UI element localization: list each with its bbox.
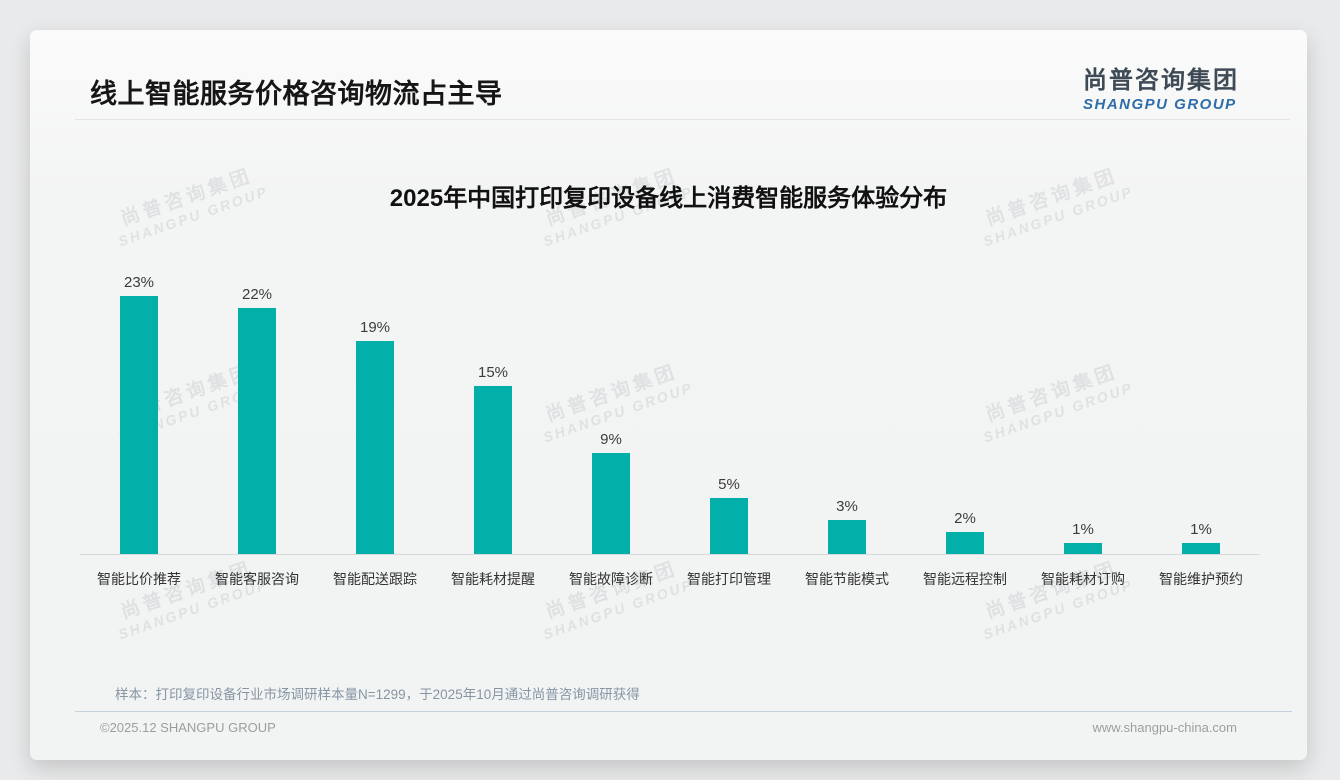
brand-logo: 尚普咨询集团 SHANGPU GROUP — [1083, 60, 1239, 113]
bar — [120, 296, 158, 554]
category-label: 智能耗材订购 — [1041, 571, 1125, 587]
bar — [1182, 542, 1220, 554]
bar-value-label: 3% — [836, 498, 858, 516]
category-label: 智能客服咨询 — [215, 571, 299, 587]
bar-value-label: 19% — [359, 319, 391, 337]
brand-logo-en: SHANGPU GROUP — [1083, 96, 1237, 113]
bar-slot: 19% — [316, 267, 434, 554]
category-label: 智能配送跟踪 — [333, 571, 417, 587]
category-label: 智能比价推荐 — [97, 571, 181, 587]
bar — [1064, 542, 1102, 554]
bar — [592, 453, 630, 554]
x-axis-labels: 智能比价推荐 智能客服咨询 智能配送跟踪 智能耗材提醒 智能故障诊断 智能打印管理 智能节能… — [80, 569, 1260, 589]
bar — [710, 498, 748, 554]
header-divider — [75, 119, 1290, 120]
page-title: 线上智能服务价格咨询物流占主导 — [90, 79, 503, 109]
bar-value-label: 15% — [477, 364, 509, 381]
footer: ©2025.12 SHANGPU GROUP www.shangpu-china… — [100, 720, 1237, 735]
bar-slot: 22% — [198, 267, 316, 554]
brand-watermark: 尚普咨询集团 SHANGPU GROUP — [532, 550, 695, 642]
bar-slot: 15% — [434, 267, 552, 554]
bar-value-label: 1% — [1072, 520, 1094, 538]
category-label: 智能打印管理 — [687, 571, 771, 587]
bar — [238, 307, 276, 554]
bar — [356, 341, 394, 554]
website-url: www.shangpu-china.com — [1092, 720, 1237, 735]
brand-watermark: 尚普咨询集团 SHANGPU GROUP — [107, 550, 270, 642]
category-label: 智能故障诊断 — [569, 571, 653, 587]
bar-slot: 9% — [552, 267, 670, 554]
bar — [474, 386, 512, 554]
bar-value-label: 1% — [1190, 520, 1212, 538]
bar-value-label: 9% — [600, 431, 622, 449]
bar-slot: 1% — [1142, 267, 1260, 554]
copyright-text: ©2025.12 SHANGPU GROUP — [100, 720, 276, 735]
bar-value-label: 22% — [241, 285, 273, 303]
category-label: 智能维护预约 — [1159, 571, 1243, 587]
brand-watermark: 尚普咨询集团 SHANGPU GROUP — [972, 550, 1135, 642]
bar — [946, 531, 984, 554]
report-card: 尚普咨询集团 SHANGPU GROUP 尚普咨询集团 SHANGPU GROUP 尚普… — [30, 30, 1307, 760]
bar-slot: 1% — [1024, 267, 1142, 554]
bar-value-label: 23% — [123, 274, 155, 292]
category-label: 智能节能模式 — [805, 571, 889, 587]
bar-slot: 23% — [80, 267, 198, 554]
bar-slot: 5% — [670, 267, 788, 554]
category-label: 智能耗材提醒 — [451, 571, 535, 587]
category-label: 智能远程控制 — [923, 571, 1007, 587]
bar-chart-plot: 23% 22% 19% 15% 9% 5% 3% 2% 1% 1% — [80, 267, 1260, 555]
bar-slot: 2% — [906, 267, 1024, 554]
bar-value-label: 2% — [954, 509, 976, 527]
footer-divider — [75, 711, 1292, 712]
sample-note: 样本：打印复印设备行业市场调研样本量N=1299，于2025年10月通过尚普咨询… — [115, 687, 640, 702]
chart-title: 2025年中国打印复印设备线上消费智能服务体验分布 — [389, 185, 948, 212]
bar — [828, 520, 866, 554]
bar-value-label: 5% — [718, 476, 740, 493]
bar-slot: 3% — [788, 267, 906, 554]
brand-logo-cn: 尚普咨询集团 — [1083, 67, 1239, 94]
